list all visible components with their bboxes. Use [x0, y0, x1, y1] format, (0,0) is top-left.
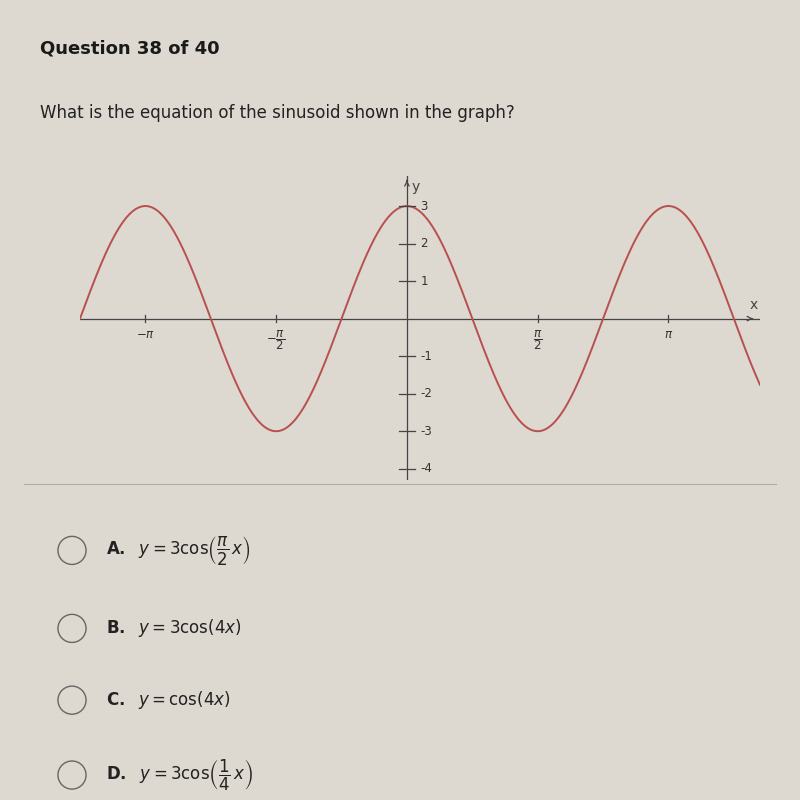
Text: $\mathbf{C.}$  $y = \cos(4x)$: $\mathbf{C.}$ $y = \cos(4x)$ [106, 689, 230, 711]
Text: -1: -1 [421, 350, 432, 362]
Text: x: x [750, 298, 758, 312]
Text: $\mathbf{D.}$  $y = 3\cos\!\left(\dfrac{1}{4}\,x\right)$: $\mathbf{D.}$ $y = 3\cos\!\left(\dfrac{1… [106, 758, 254, 793]
Text: $-\pi$: $-\pi$ [136, 328, 155, 341]
Text: $-\dfrac{\pi}{2}$: $-\dfrac{\pi}{2}$ [266, 328, 286, 352]
Text: Question 38 of 40: Question 38 of 40 [40, 40, 220, 58]
Text: 1: 1 [421, 274, 428, 287]
Text: $\mathbf{B.}$  $y = 3\cos(4x)$: $\mathbf{B.}$ $y = 3\cos(4x)$ [106, 618, 242, 639]
Text: -3: -3 [421, 425, 432, 438]
Text: 2: 2 [421, 237, 428, 250]
Text: $\dfrac{\pi}{2}$: $\dfrac{\pi}{2}$ [533, 328, 542, 352]
Text: -2: -2 [421, 387, 432, 400]
Text: $\pi$: $\pi$ [664, 328, 673, 341]
Text: 3: 3 [421, 199, 428, 213]
Text: y: y [412, 180, 420, 194]
Text: What is the equation of the sinusoid shown in the graph?: What is the equation of the sinusoid sho… [40, 104, 514, 122]
Text: -4: -4 [421, 462, 432, 475]
Text: $\mathbf{A.}$  $y = 3\cos\!\left(\dfrac{\pi}{2}\,x\right)$: $\mathbf{A.}$ $y = 3\cos\!\left(\dfrac{\… [106, 534, 250, 567]
